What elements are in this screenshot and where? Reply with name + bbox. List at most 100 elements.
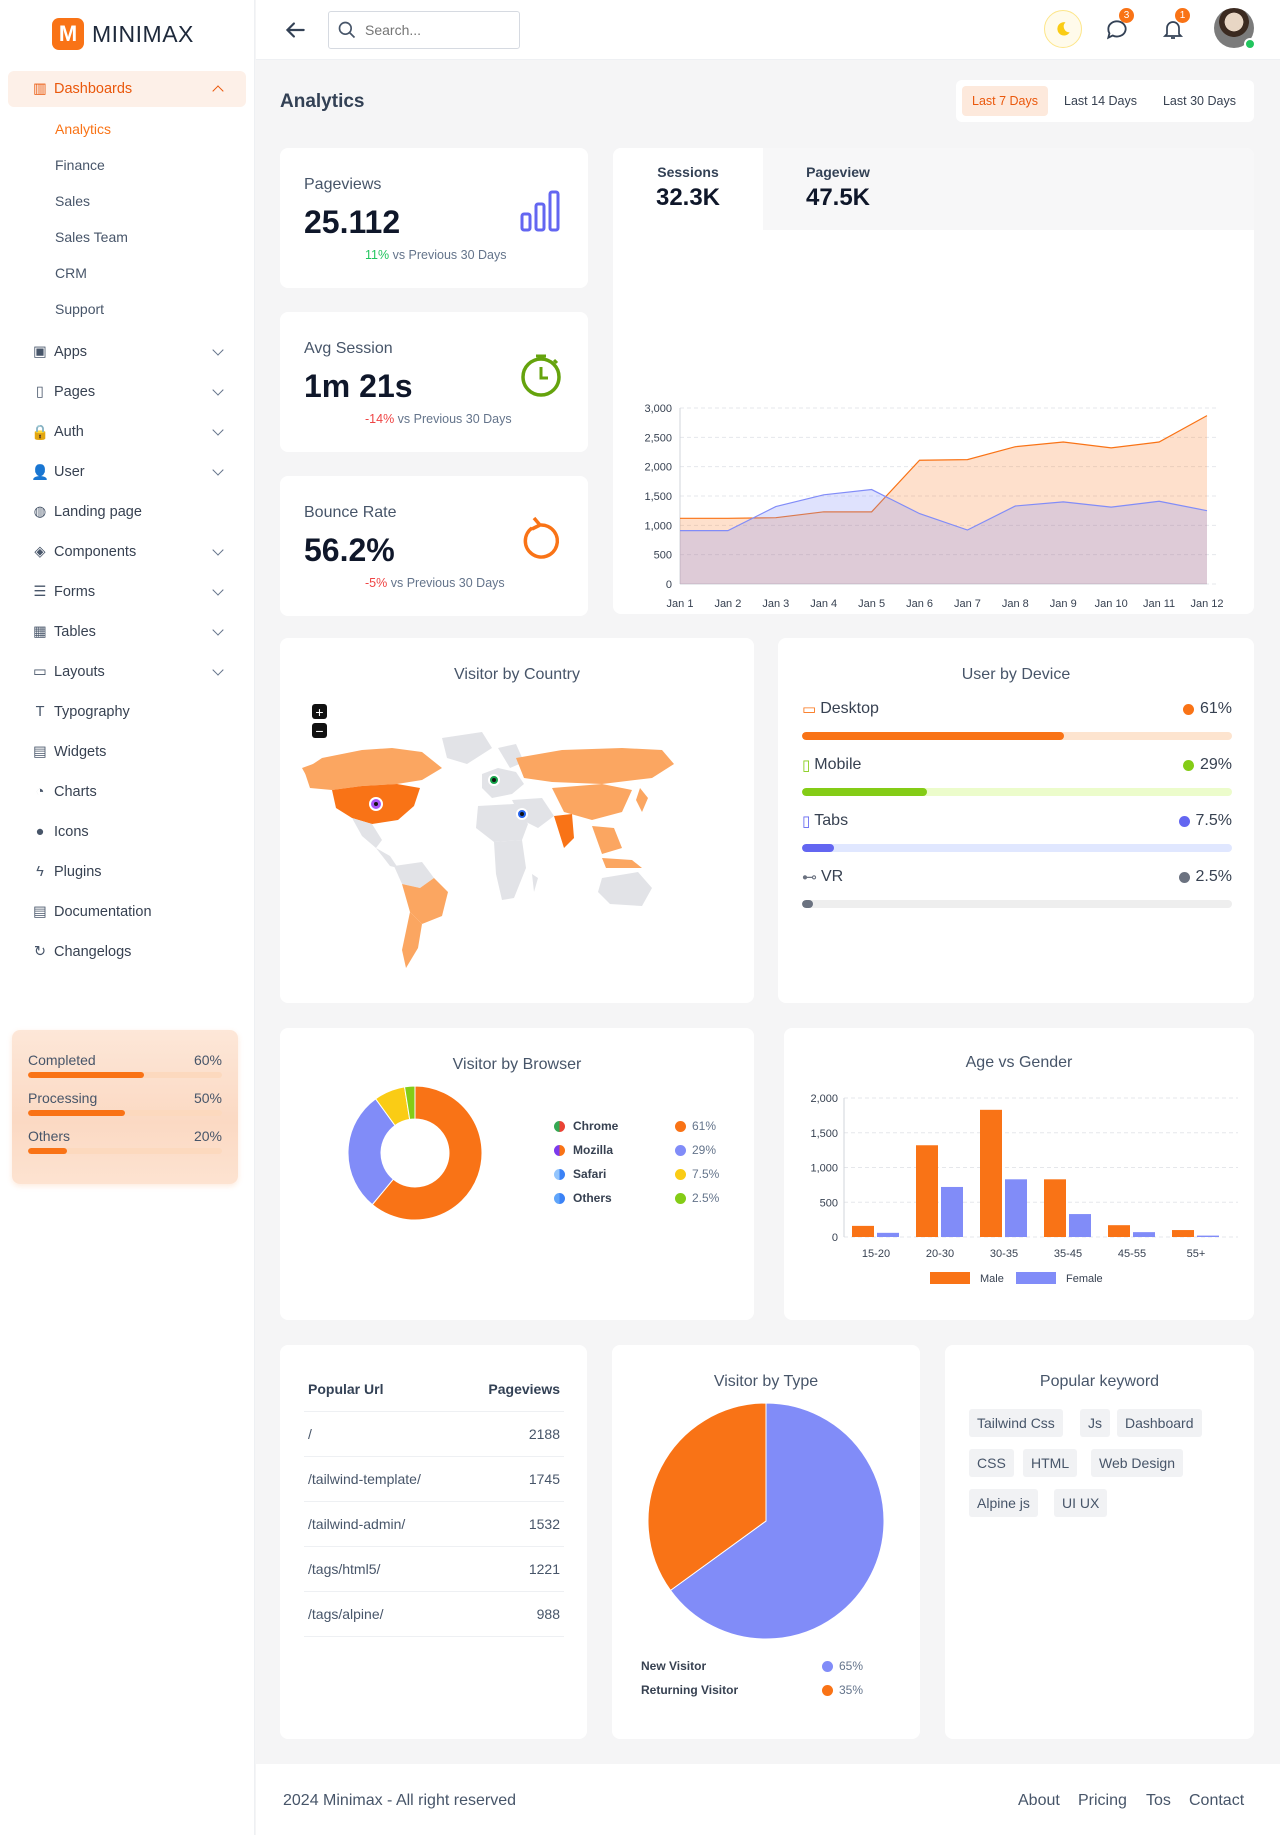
back-arrow-icon[interactable] bbox=[282, 17, 308, 43]
browser-legend-value: 7.5% bbox=[675, 1167, 719, 1181]
table-row[interactable]: /tailwind-admin/1532 bbox=[304, 1502, 564, 1547]
sidebar-item-plugins[interactable]: ϟ Plugins bbox=[8, 854, 246, 890]
stat-value: 56.2% bbox=[304, 532, 395, 568]
progress-row: Others 20% bbox=[28, 1128, 222, 1154]
sidebar-item-widgets[interactable]: ▤ Widgets bbox=[8, 734, 246, 770]
popular-keyword-card: Popular keyword Tailwind Css Js Dashboard C… bbox=[945, 1345, 1254, 1739]
browser-legend-row: Mozilla bbox=[554, 1143, 613, 1157]
sidebar-subitem-support[interactable]: Support bbox=[55, 301, 105, 317]
map-region-china bbox=[552, 784, 632, 820]
sidebar-item-icons[interactable]: ● Icons bbox=[8, 814, 246, 850]
bell-icon bbox=[1162, 21, 1184, 39]
stat-delta-text: vs Previous 30 Days bbox=[397, 412, 512, 426]
range-button-last-30-days[interactable]: Last 30 Days bbox=[1162, 94, 1236, 108]
sidebar-item-pages[interactable]: ▯ Pages bbox=[8, 374, 246, 410]
sidebar-item-dashboards[interactable]: ▥ Dashboards bbox=[8, 71, 246, 107]
footer-link-contact[interactable]: Contact bbox=[1189, 1792, 1245, 1809]
device-row-head: ▯ Mobile 29% bbox=[802, 756, 1232, 774]
sidebar-item-layouts[interactable]: ▭ Layouts bbox=[8, 654, 246, 690]
map-region-indonesia bbox=[602, 858, 642, 868]
sidebar-subitem-analytics[interactable]: Analytics bbox=[55, 121, 112, 137]
table-row[interactable]: /tailwind-template/1745 bbox=[304, 1457, 564, 1502]
keyword-tag[interactable]: Alpine js bbox=[969, 1489, 1038, 1517]
sidebar-item-tables[interactable]: ▦ Tables bbox=[8, 614, 246, 650]
keyword-tag[interactable]: Dashboard bbox=[1117, 1409, 1202, 1437]
url-cell[interactable]: /tags/html5/ bbox=[308, 1561, 381, 1577]
url-cell[interactable]: /tailwind-admin/ bbox=[308, 1516, 406, 1532]
traffic-chart-card: Sessions 32.3K Pageview 47.5K 0 500 1,000 1… bbox=[613, 148, 1254, 614]
device-card-title: User by Device bbox=[961, 666, 1071, 683]
world-map[interactable] bbox=[302, 728, 742, 978]
visitor-by-browser-card: Visitor by Browser Chrome 61% Mozilla 29% Sa… bbox=[280, 1028, 754, 1320]
device-row-mobile: ▯ Mobile 29% bbox=[802, 756, 1232, 796]
map-region-south-america-north bbox=[394, 862, 434, 888]
slice-mozilla bbox=[347, 1098, 396, 1206]
table-row[interactable]: / 2188 bbox=[304, 1412, 564, 1457]
keyword-tag[interactable]: CSS bbox=[969, 1449, 1014, 1477]
messages-button[interactable]: 3 bbox=[1098, 8, 1136, 48]
url-cell[interactable]: / bbox=[308, 1426, 312, 1442]
sidebar-subitem-crm[interactable]: CRM bbox=[55, 265, 87, 281]
y-tick-label: 2,500 bbox=[644, 432, 672, 444]
y-tick-label: 1,500 bbox=[644, 491, 672, 503]
sidebar-item-user[interactable]: 👤 User bbox=[8, 454, 246, 490]
theme-toggle-button[interactable] bbox=[1044, 10, 1082, 48]
url-cell[interactable]: /tailwind-template/ bbox=[308, 1471, 421, 1487]
tab-pageview-label: Pageview bbox=[806, 164, 870, 180]
sidebar-item-changelogs[interactable]: ↻ Changelogs bbox=[8, 934, 246, 970]
progress-row: Processing 50% bbox=[28, 1090, 222, 1116]
sidebar-item-auth[interactable]: 🔒 Auth bbox=[8, 414, 246, 450]
chevron-icon bbox=[212, 584, 224, 596]
sidebar-item-typography[interactable]: T Typography bbox=[8, 694, 246, 730]
map-marker-europe-center bbox=[492, 778, 496, 782]
stat-delta: 11% bbox=[365, 248, 390, 262]
keyword-tag[interactable]: Web Design bbox=[1091, 1449, 1184, 1477]
progress-fill bbox=[28, 1148, 67, 1154]
progress-label: Completed bbox=[28, 1052, 96, 1068]
table-row[interactable]: /tags/html5/1221 bbox=[304, 1547, 564, 1592]
search-input[interactable] bbox=[365, 22, 505, 38]
sidebar-subitem-sales-team[interactable]: Sales Team bbox=[55, 229, 128, 245]
online-status-dot bbox=[1244, 38, 1256, 50]
url-cell[interactable]: /tags/alpine/ bbox=[308, 1606, 384, 1622]
device-value-wrap: 61% bbox=[1182, 700, 1232, 718]
sidebar-item-forms[interactable]: ☰ Forms bbox=[8, 574, 246, 610]
table-row[interactable]: /tags/alpine/988 bbox=[304, 1592, 564, 1637]
map-region-brazil bbox=[402, 878, 448, 924]
sidebar-item-apps[interactable]: ▣ Apps bbox=[8, 334, 246, 370]
notifications-button[interactable]: 1 bbox=[1154, 8, 1192, 48]
sidebar-item-components[interactable]: ◈ Components bbox=[8, 534, 246, 570]
range-button-last-14-days[interactable]: Last 14 Days bbox=[1064, 94, 1137, 108]
plug-icon: ϟ bbox=[36, 864, 44, 880]
tab-sessions[interactable]: Sessions 32.3K bbox=[613, 148, 763, 230]
keyword-tag[interactable]: Js bbox=[1080, 1409, 1110, 1437]
device-value: 29% bbox=[1199, 756, 1232, 773]
map-zoom-in-button[interactable]: + bbox=[312, 704, 327, 720]
sidebar-item-landing-page[interactable]: ◍ Landing page bbox=[8, 494, 246, 530]
footer-link-pricing[interactable]: Pricing bbox=[1078, 1792, 1127, 1809]
progress-label-row: Others 20% bbox=[28, 1128, 222, 1144]
x-tick-label: Jan 6 bbox=[906, 598, 933, 610]
sidebar-item-documentation[interactable]: ▤ Documentation bbox=[8, 894, 246, 930]
keyword-tag[interactable]: Tailwind Css bbox=[969, 1409, 1063, 1437]
globe-icon bbox=[554, 1192, 565, 1204]
sidebar-subitem-finance[interactable]: Finance bbox=[55, 157, 105, 173]
stat-delta-text: vs Previous 30 Days bbox=[392, 248, 507, 262]
brand-logo[interactable]: M MINIMAX bbox=[52, 18, 194, 50]
browser-legend-row: Others bbox=[554, 1191, 612, 1205]
chevron-icon bbox=[212, 544, 224, 556]
keyword-tag[interactable]: HTML bbox=[1023, 1449, 1078, 1477]
sidebar-subitem-sales[interactable]: Sales bbox=[55, 193, 91, 209]
range-button-last-7-days[interactable]: Last 7 Days bbox=[962, 86, 1049, 116]
footer-link-tos[interactable]: Tos bbox=[1146, 1792, 1171, 1809]
browser-value: 2.5% bbox=[692, 1191, 720, 1205]
map-region-southeast-asia bbox=[592, 826, 622, 854]
messages-badge: 3 bbox=[1119, 8, 1134, 23]
map-zoom-out-button[interactable]: − bbox=[312, 723, 327, 739]
y-tick-label: 2,000 bbox=[810, 1093, 838, 1105]
search-box[interactable] bbox=[328, 11, 520, 49]
sidebar-item-charts[interactable]: ◔ Charts bbox=[8, 774, 246, 810]
keyword-tag[interactable]: UI UX bbox=[1054, 1489, 1108, 1517]
tab-pageview[interactable]: Pageview 47.5K bbox=[763, 148, 1254, 230]
footer-link-about[interactable]: About bbox=[1018, 1792, 1060, 1809]
